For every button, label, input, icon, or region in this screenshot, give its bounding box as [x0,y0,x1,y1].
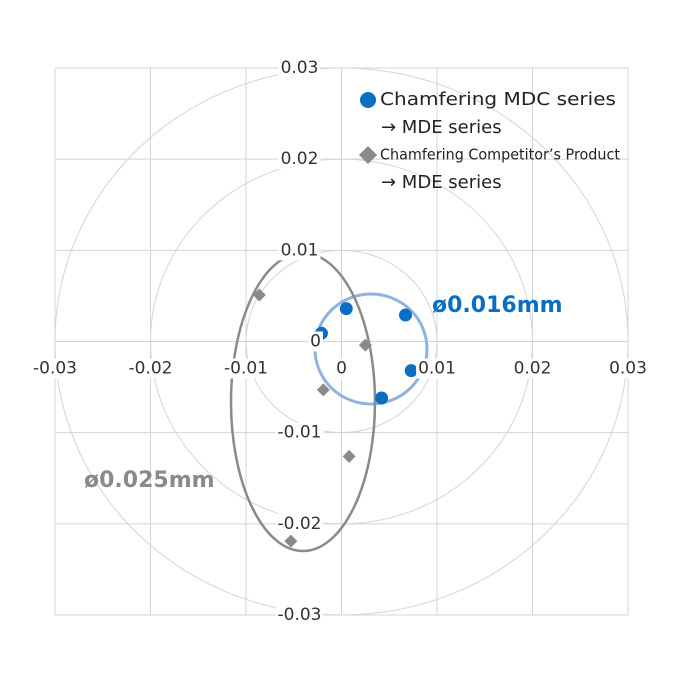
point [284,534,298,548]
grid-ring [54,67,629,616]
grid-ring [150,158,533,525]
label-bg [511,358,554,379]
x-tick-label: 0.01 [418,359,456,379]
y-tick-label: -0.02 [278,514,322,534]
x-tick-label: -0.03 [33,359,77,379]
point [398,308,412,322]
x-tick-label: -0.02 [129,359,173,379]
point [252,288,266,302]
legend-label: → MDE series [381,172,502,193]
y-tick-label: 0 [310,332,321,352]
legend-marker [359,146,377,164]
legend-marker [360,92,376,108]
y-tick-label: 0.01 [281,240,319,260]
label-bg [334,358,349,379]
label-bg [126,358,175,379]
point [342,449,356,463]
point [316,383,330,397]
y-tick-label: 0.03 [281,58,319,78]
label-bg [31,358,79,379]
legend-label: Chamfering Competitor’s Product [380,146,620,164]
grid-ring [245,249,438,434]
point [375,391,389,405]
label-bg [607,358,649,379]
y-tick-label: 0.02 [281,149,319,169]
x-tick-label: -0.01 [224,359,268,379]
legend-label: → MDE series [381,117,502,138]
annotation: ø0.025mm [84,468,215,493]
label-bg [278,240,321,261]
point [339,302,353,316]
label-bg [308,331,323,352]
marks [252,288,418,548]
y-tick-label: -0.03 [278,605,322,625]
annotation: ø0.016mm [432,293,563,318]
point [404,364,418,378]
grid [54,67,629,616]
point [358,338,372,352]
label-bg [278,58,321,78]
label-bg [275,422,324,443]
legend-label: Chamfering MDC series [380,89,616,110]
label-bg [278,149,321,170]
x-tick-label: 0 [336,359,347,379]
y-tick-label: -0.01 [278,423,322,443]
label-bg [222,358,270,379]
label-bg [416,358,458,379]
x-tick-label: 0.03 [609,359,647,379]
label-bg [275,605,324,625]
x-tick-label: 0.02 [514,359,552,379]
label-bg [275,513,324,534]
